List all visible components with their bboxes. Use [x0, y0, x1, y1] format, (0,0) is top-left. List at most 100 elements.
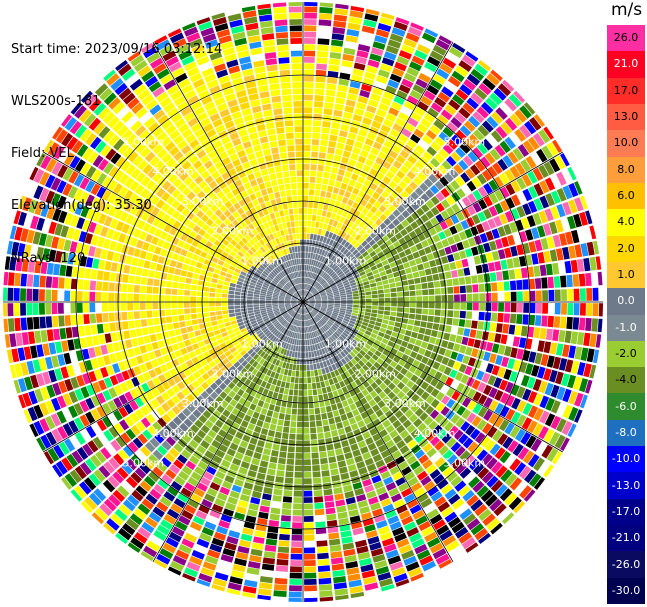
range-gate	[490, 111, 504, 125]
range-gate	[278, 297, 285, 299]
range-gate	[284, 322, 290, 328]
range-gate	[438, 364, 447, 373]
range-gate	[203, 286, 210, 292]
range-gate	[219, 391, 228, 400]
range-gate	[571, 360, 580, 375]
range-gate	[331, 363, 337, 371]
range-gate	[580, 243, 589, 257]
range-gate	[121, 462, 133, 475]
range-gate	[423, 90, 436, 101]
range-gate	[420, 498, 433, 509]
range-gate	[295, 345, 299, 352]
range-gate	[91, 395, 101, 407]
range-gate	[470, 92, 484, 105]
range-gate	[284, 298, 291, 300]
range-gate	[401, 353, 409, 362]
range-gate	[194, 234, 203, 242]
range-gate	[343, 47, 356, 56]
range-gate	[448, 493, 461, 505]
range-gate	[152, 172, 162, 183]
range-gate	[280, 341, 285, 348]
range-gate	[285, 471, 294, 478]
range-gate	[94, 247, 102, 258]
range-gate	[204, 521, 217, 531]
range-gate	[259, 297, 266, 300]
range-gate	[245, 476, 255, 484]
range-gate	[205, 322, 212, 328]
range-gate	[173, 322, 180, 329]
range-gate	[355, 539, 368, 548]
range-gate	[303, 308, 305, 314]
range-gate	[96, 270, 104, 281]
range-gate	[538, 129, 551, 144]
range-gate	[206, 369, 215, 377]
range-gate	[464, 276, 472, 285]
range-gate	[182, 333, 189, 341]
range-gate	[388, 213, 396, 222]
range-gate	[233, 394, 241, 402]
range-gate	[485, 97, 498, 110]
range-gate	[263, 375, 270, 382]
range-gate	[161, 413, 172, 424]
range-gate	[362, 451, 372, 460]
range-gate	[190, 313, 198, 320]
range-gate	[357, 286, 364, 290]
range-gate	[310, 272, 314, 279]
range-gate	[264, 329, 271, 336]
range-gate	[324, 380, 330, 387]
range-gate	[471, 379, 481, 390]
range-gate	[564, 359, 574, 373]
range-gate	[196, 445, 207, 455]
range-gate	[257, 279, 264, 284]
range-gate	[224, 395, 233, 404]
range-gate	[567, 166, 577, 181]
range-gate	[183, 302, 190, 308]
range-gate	[380, 124, 391, 134]
range-gate	[322, 316, 328, 322]
range-gate	[309, 300, 315, 302]
range-gate	[315, 303, 322, 305]
range-gate	[499, 450, 511, 464]
range-gate	[308, 396, 314, 402]
range-gate	[235, 431, 244, 440]
range-gate	[221, 346, 229, 353]
range-gate	[304, 333, 307, 340]
range-gate	[309, 302, 315, 304]
range-gate	[350, 215, 358, 223]
range-gate	[512, 336, 521, 347]
range-gate	[322, 482, 332, 490]
range-gate	[534, 239, 543, 252]
range-gate	[249, 256, 256, 263]
range-gate	[309, 233, 314, 240]
range-gate	[100, 144, 112, 157]
range-gate	[200, 251, 208, 258]
range-gate	[359, 170, 368, 179]
range-gate	[255, 478, 265, 487]
range-gate	[307, 284, 311, 291]
range-gate	[368, 399, 377, 407]
range-gate	[350, 153, 359, 161]
range-gate	[70, 215, 80, 228]
range-gate	[291, 338, 295, 345]
range-gate	[48, 342, 57, 355]
range-gate	[414, 433, 425, 444]
range-gate	[383, 51, 397, 61]
range-gate	[554, 303, 561, 315]
range-gate	[315, 521, 326, 528]
range-gate	[312, 120, 322, 127]
range-gate	[466, 180, 477, 192]
range-gate	[380, 12, 395, 20]
range-gate	[405, 32, 420, 43]
range-gate	[522, 450, 535, 464]
range-gate	[76, 302, 83, 313]
range-gate	[529, 290, 536, 302]
range-gate	[74, 105, 87, 119]
range-gate	[362, 478, 372, 487]
range-gate	[383, 209, 392, 217]
range-gate	[106, 518, 120, 531]
range-gate	[376, 239, 384, 247]
range-gate	[350, 358, 358, 365]
range-gate	[56, 195, 67, 209]
range-gate	[497, 344, 506, 355]
range-gate	[161, 191, 171, 202]
